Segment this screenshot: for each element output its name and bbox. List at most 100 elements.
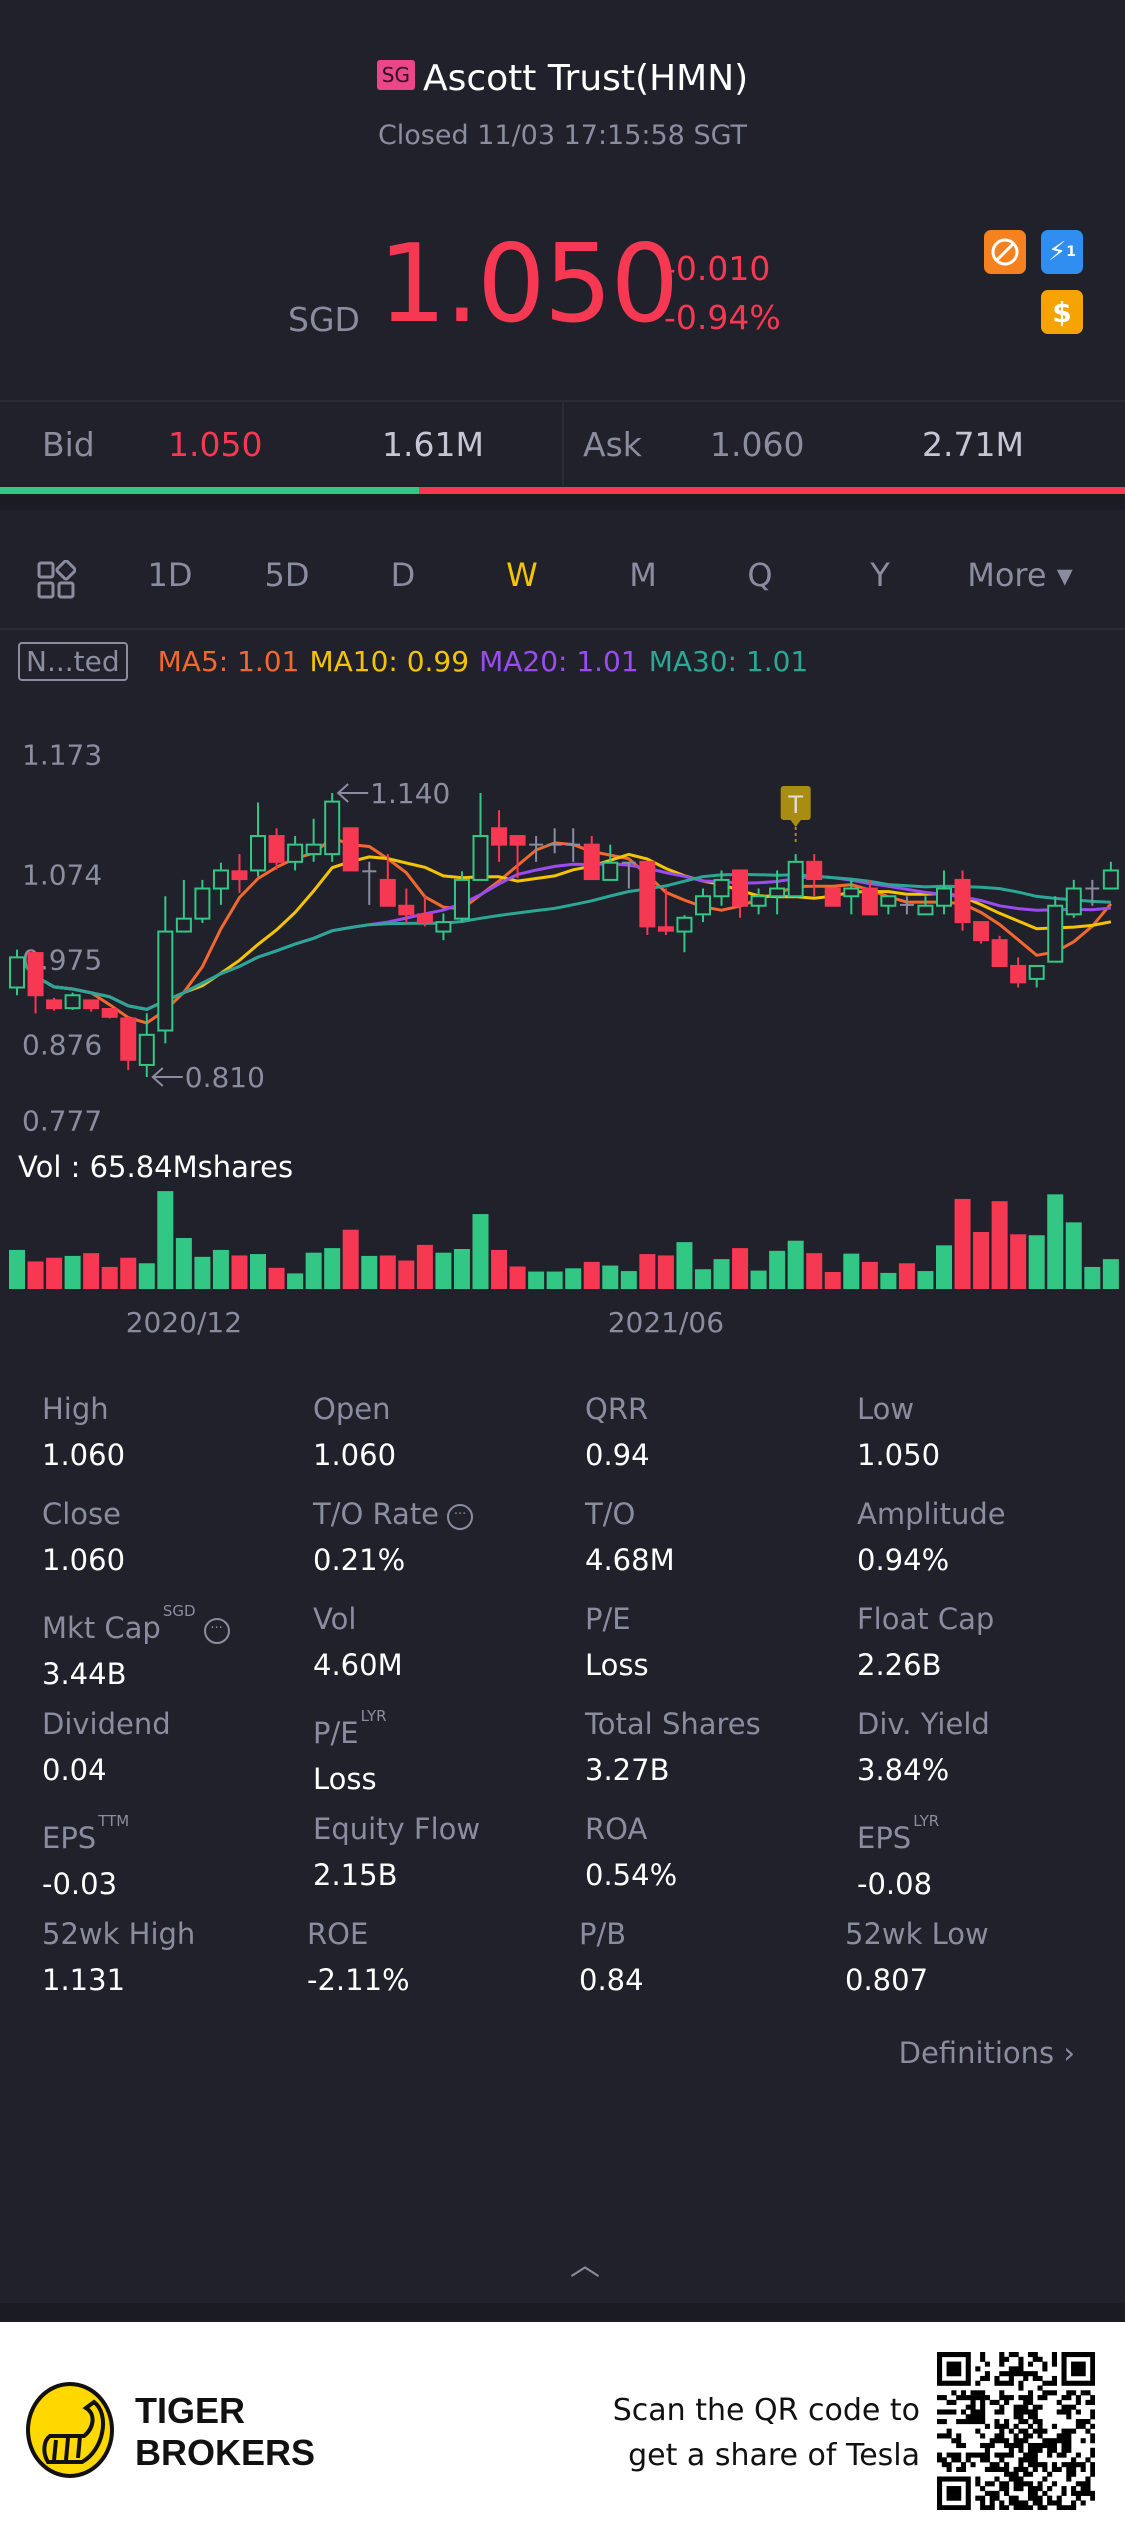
event-marker-icon[interactable]: T (780, 786, 811, 842)
tab-w[interactable]: W (506, 556, 538, 594)
stat-label: EPS TTM (42, 1812, 129, 1855)
tab-y[interactable]: Y (870, 556, 890, 594)
qr-module (984, 2371, 990, 2377)
qr-module (1047, 2447, 1053, 2453)
candle-body (880, 895, 897, 907)
qr-module (1027, 2361, 1034, 2367)
lightning-icon[interactable]: ⚡ 1 (1041, 230, 1083, 274)
ma30-line (15, 872, 1111, 1011)
volume-bar (250, 1254, 267, 1289)
qr-module (951, 2505, 957, 2510)
divider (562, 402, 564, 486)
stat-eps-lyr: EPS LYR -0.08 (857, 1812, 939, 1901)
qr-module (946, 2486, 952, 2492)
candle-body (973, 921, 990, 942)
stat-value: 0.94% (857, 1543, 950, 1577)
info-icon[interactable]: ··· (447, 1504, 474, 1530)
qr-module (1090, 2414, 1095, 2420)
qr-module (1051, 2481, 1057, 2487)
qr-module (980, 2495, 986, 2501)
stat-float-cap: Float Cap 2.26B (857, 1602, 994, 1682)
ma-legend: N...ted MA5: 1.01 MA10: 0.99 MA20: 1.01 MA3… (18, 642, 818, 681)
qr-module (1023, 2404, 1029, 2410)
market-status: Closed 11/03 17:15:58 SGT (377, 120, 748, 151)
qr-module (999, 2500, 1005, 2506)
volume-bar (1065, 1222, 1082, 1289)
qr-module (1090, 2375, 1095, 2382)
candle-body (936, 887, 952, 907)
qr-module (1008, 2476, 1014, 2482)
qr-module (960, 2442, 967, 2449)
candle (583, 836, 600, 881)
qr-module (951, 2366, 957, 2372)
candle-body (509, 835, 526, 846)
qr-module (946, 2380, 952, 2386)
arrow-left-icon (336, 783, 369, 803)
tab-d[interactable]: D (390, 556, 416, 594)
stat-value: 1.060 (313, 1438, 397, 1472)
candle-body (917, 904, 934, 916)
qr-module (980, 2433, 986, 2439)
qr-module (956, 2361, 962, 2367)
qr-module (1027, 2495, 1034, 2501)
tab-more[interactable]: More ▾ (967, 556, 1073, 594)
qr-module (1037, 2462, 1043, 2468)
info-icon[interactable]: ··· (203, 1618, 230, 1644)
candle (435, 913, 452, 941)
qr-module (975, 2428, 981, 2434)
qr-module (1056, 2500, 1062, 2506)
qr-module (951, 2486, 957, 2492)
qr-module (1018, 2385, 1024, 2391)
no-short-icon[interactable] (984, 230, 1026, 274)
stat-amplitude: Amplitude 0.94% (857, 1497, 1006, 1577)
definitions-link[interactable]: Definitions › (899, 2036, 1075, 2070)
qr-module (1032, 2371, 1038, 2377)
dollar-icon[interactable]: $ (1041, 290, 1083, 334)
candle-body (954, 878, 971, 924)
candle-body (657, 926, 674, 932)
candle-body (806, 860, 823, 881)
volume-bar (231, 1255, 248, 1289)
stat-equity-flow: Equity Flow 2.15B (313, 1812, 480, 1892)
qr-module (1018, 2361, 1024, 2367)
tab-1d[interactable]: 1D (147, 556, 193, 594)
stat-label: QRR (585, 1392, 650, 1426)
stat-value: Loss (313, 1762, 377, 1796)
qr-module (1090, 2361, 1095, 2367)
candle-body (342, 827, 359, 872)
qr-module (951, 2490, 957, 2496)
qr-module (1090, 2447, 1095, 2453)
qr-module (965, 2481, 971, 2487)
volume-bar (528, 1271, 545, 1289)
stat-label-text: Mkt Cap (42, 1611, 161, 1645)
indicator-selector[interactable]: N...ted (18, 642, 128, 681)
stat-label: Vol (313, 1602, 403, 1636)
qr-module (946, 2476, 952, 2482)
qr-module (1004, 2399, 1010, 2405)
collapse-chevron-up-icon[interactable]: ︿ (570, 2248, 600, 2283)
candle (806, 854, 823, 897)
low-price-label: 0.810 (185, 1061, 265, 1094)
tab-5d[interactable]: 5D (264, 556, 310, 594)
stat-value: 3.84% (857, 1753, 950, 1787)
chart-layout-icon[interactable] (36, 559, 77, 608)
qr-module (1018, 2505, 1024, 2510)
stat-superscript: SGD (162, 1602, 196, 1620)
qr-module (1013, 2481, 1019, 2487)
volume-bar (361, 1255, 378, 1289)
stat-label-text: ROE (307, 1917, 369, 1951)
qr-module (1042, 2442, 1048, 2449)
qr-module (989, 2495, 995, 2501)
tab-q[interactable]: Q (747, 556, 773, 594)
qr-module (960, 2390, 967, 2396)
qr-module (937, 2371, 943, 2377)
candle (899, 896, 914, 915)
tab-m[interactable]: M (629, 556, 657, 594)
qr-module (1085, 2399, 1091, 2405)
qr-module (960, 2352, 967, 2358)
candlestick-chart[interactable]: 1.140 0.810 T (0, 700, 1125, 1320)
qr-module (1051, 2466, 1057, 2472)
qr-module (1090, 2438, 1095, 2444)
qr-module (1080, 2462, 1086, 2468)
qr-module (1008, 2366, 1014, 2372)
